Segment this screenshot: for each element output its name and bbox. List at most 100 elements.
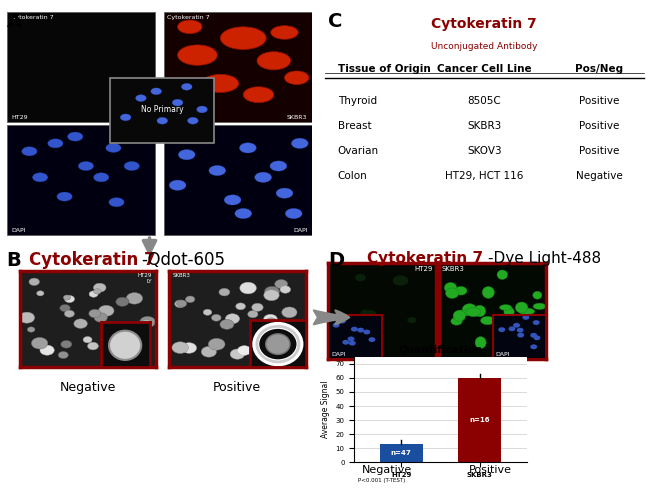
Circle shape [219, 288, 230, 296]
Ellipse shape [408, 317, 417, 323]
Circle shape [265, 286, 279, 297]
Ellipse shape [515, 302, 528, 313]
Text: Negative: Negative [60, 381, 116, 394]
Text: P<0.001 (T-TEST): P<0.001 (T-TEST) [358, 478, 405, 483]
Circle shape [280, 286, 291, 293]
Text: n=47: n=47 [391, 450, 411, 456]
Ellipse shape [178, 150, 195, 160]
Circle shape [248, 310, 258, 318]
Ellipse shape [187, 118, 198, 124]
Circle shape [211, 314, 221, 321]
Ellipse shape [333, 323, 339, 328]
Ellipse shape [220, 27, 266, 49]
Text: Cancer Cell Line: Cancer Cell Line [437, 64, 532, 74]
Circle shape [36, 291, 44, 296]
Ellipse shape [151, 88, 162, 94]
Circle shape [64, 310, 75, 317]
Text: A: A [6, 12, 21, 31]
Circle shape [88, 342, 98, 350]
Text: Tissue of Origin: Tissue of Origin [338, 64, 430, 74]
Ellipse shape [363, 310, 376, 319]
Bar [380, 444, 422, 462]
Ellipse shape [519, 308, 535, 315]
Text: Cytokeratin 7: Cytokeratin 7 [432, 17, 537, 31]
Y-axis label: Average Signal: Average Signal [321, 381, 330, 438]
Circle shape [89, 309, 101, 318]
Circle shape [220, 319, 234, 329]
Ellipse shape [466, 308, 481, 317]
Circle shape [237, 346, 251, 355]
Ellipse shape [338, 317, 345, 322]
Ellipse shape [194, 131, 211, 142]
Ellipse shape [21, 147, 37, 156]
Text: Cytokeratin 7: Cytokeratin 7 [11, 15, 54, 21]
Circle shape [94, 283, 106, 292]
Ellipse shape [32, 173, 47, 182]
Circle shape [74, 319, 87, 328]
Ellipse shape [517, 333, 524, 338]
Ellipse shape [235, 209, 252, 218]
Circle shape [271, 327, 279, 333]
Circle shape [208, 338, 225, 350]
Circle shape [60, 340, 72, 348]
Circle shape [266, 334, 290, 354]
Ellipse shape [209, 165, 226, 176]
Ellipse shape [504, 307, 514, 316]
Ellipse shape [530, 333, 537, 338]
Text: No Primary: No Primary [141, 105, 183, 114]
Circle shape [60, 305, 70, 312]
Text: -Qdot-605: -Qdot-605 [141, 251, 225, 269]
Circle shape [89, 291, 98, 297]
Text: DAPI: DAPI [293, 228, 307, 233]
Bar [458, 378, 501, 462]
Ellipse shape [276, 188, 293, 198]
Ellipse shape [120, 114, 131, 121]
Circle shape [275, 279, 288, 289]
Text: Positive: Positive [469, 465, 512, 475]
Ellipse shape [474, 306, 486, 317]
Ellipse shape [455, 286, 467, 295]
Ellipse shape [124, 161, 139, 171]
Ellipse shape [351, 327, 358, 332]
Text: SKOV3: SKOV3 [467, 146, 502, 155]
Text: DAPI: DAPI [495, 351, 510, 357]
Ellipse shape [169, 180, 186, 190]
Bar [164, 12, 312, 122]
Ellipse shape [239, 143, 256, 153]
Circle shape [175, 300, 186, 308]
Ellipse shape [109, 198, 124, 207]
Circle shape [116, 297, 129, 307]
Bar [6, 12, 155, 122]
Ellipse shape [361, 309, 370, 316]
Text: Negative: Negative [361, 465, 412, 475]
Ellipse shape [482, 286, 495, 298]
Ellipse shape [533, 303, 546, 309]
Text: SKBR3: SKBR3 [173, 274, 191, 278]
Circle shape [94, 289, 101, 294]
Circle shape [58, 351, 68, 359]
Ellipse shape [78, 161, 94, 171]
Ellipse shape [358, 328, 364, 333]
Ellipse shape [493, 324, 510, 336]
Ellipse shape [57, 192, 72, 201]
Ellipse shape [456, 310, 473, 316]
Circle shape [256, 332, 273, 343]
Circle shape [122, 341, 133, 349]
Text: HT29
LY: HT29 LY [138, 274, 152, 284]
Circle shape [185, 296, 195, 303]
Ellipse shape [255, 172, 272, 183]
Circle shape [31, 338, 48, 349]
Circle shape [202, 346, 216, 357]
Ellipse shape [526, 332, 539, 343]
Bar [6, 125, 155, 235]
Ellipse shape [177, 45, 217, 65]
Ellipse shape [534, 336, 540, 340]
Ellipse shape [177, 20, 202, 33]
Text: Positive: Positive [213, 381, 261, 394]
Circle shape [252, 303, 263, 311]
Ellipse shape [47, 139, 63, 148]
Text: Pos/Neg: Pos/Neg [575, 64, 623, 74]
Circle shape [266, 318, 277, 326]
Text: SKBR3: SKBR3 [287, 115, 307, 120]
Ellipse shape [348, 337, 354, 341]
